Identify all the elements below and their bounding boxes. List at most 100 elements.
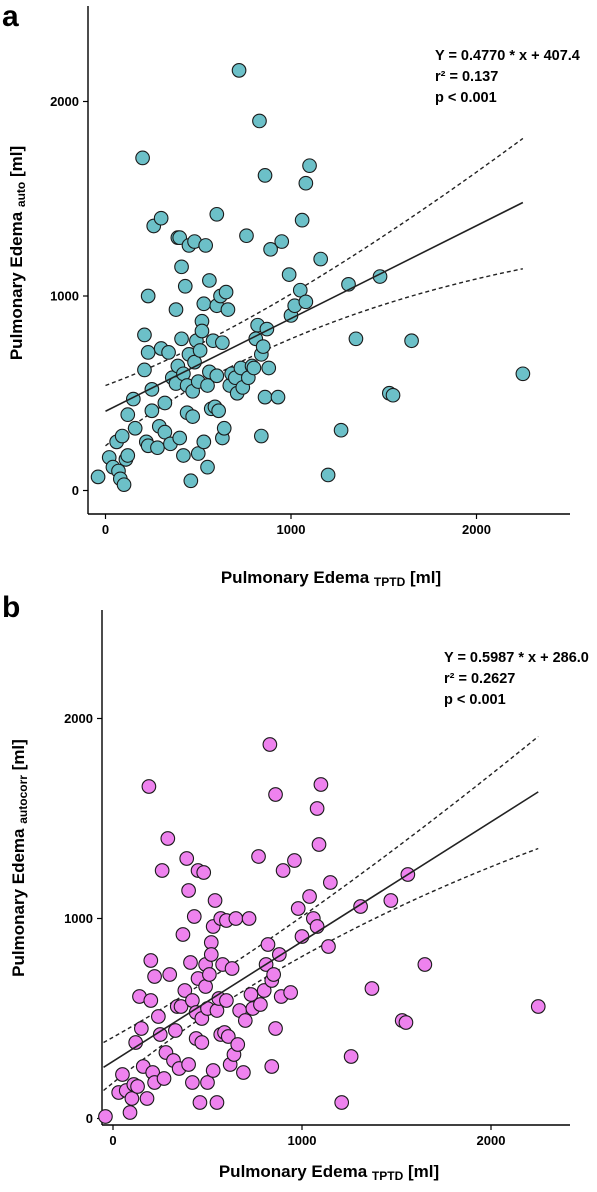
panel-a-x-axis-title: Pulmonary Edema TPTD [ml] — [221, 568, 441, 590]
regression-line — [106, 203, 523, 412]
data-point — [210, 1096, 224, 1110]
data-point — [303, 890, 317, 904]
data-point — [253, 114, 267, 128]
data-point — [193, 344, 207, 358]
data-point — [186, 1076, 200, 1090]
data-point — [138, 363, 152, 377]
data-point — [136, 151, 150, 165]
data-point — [322, 940, 336, 954]
data-point — [288, 854, 302, 868]
data-point — [275, 235, 289, 249]
y-tick-label: 2000 — [50, 94, 79, 109]
data-point — [144, 954, 158, 968]
panel-b-stats: Y = 0.5987 * x + 286.0 r² = 0.2627 p < 0… — [444, 650, 589, 708]
panel-a: a 0 1000 2000010002000 Y = 0.4770 * x + 40… — [2, 0, 580, 590]
data-point — [324, 876, 338, 890]
data-point — [187, 910, 201, 924]
data-point — [178, 279, 192, 293]
data-point — [182, 884, 196, 898]
x-tick-label: 2000 — [477, 1133, 506, 1148]
data-point — [258, 390, 272, 404]
data-point — [157, 1072, 171, 1086]
data-point — [195, 324, 209, 338]
data-point — [314, 252, 328, 266]
panel-a-regression — [106, 203, 523, 412]
data-point — [123, 1106, 137, 1120]
x-tick-label: 1000 — [277, 522, 306, 537]
data-point — [299, 176, 313, 190]
data-point — [141, 289, 155, 303]
data-point — [163, 968, 177, 982]
data-point — [193, 1096, 207, 1110]
x-tick-label: 0 — [102, 522, 109, 537]
panel-b-letter: b — [2, 591, 20, 624]
data-point — [221, 303, 235, 317]
data-point — [237, 1066, 251, 1080]
data-point — [121, 449, 135, 463]
data-point — [247, 361, 261, 375]
panel-a-letter: a — [2, 0, 19, 33]
data-point — [91, 470, 105, 484]
data-point — [291, 902, 305, 916]
data-point — [175, 332, 189, 346]
data-point — [271, 390, 285, 404]
data-point — [220, 994, 234, 1008]
data-point — [180, 852, 194, 866]
panel-b-y-axis-title: Pulmonary Edema autocorr [ml] — [9, 739, 31, 977]
data-point — [210, 369, 224, 383]
data-point — [399, 1016, 413, 1030]
data-point — [175, 260, 189, 274]
data-point — [365, 982, 379, 996]
data-point — [258, 169, 272, 183]
data-point — [144, 994, 158, 1008]
data-point — [121, 408, 135, 422]
data-point — [199, 239, 213, 253]
data-point — [116, 1068, 130, 1082]
data-point — [260, 322, 274, 336]
data-point — [321, 468, 335, 482]
data-point — [99, 1110, 113, 1124]
data-point — [217, 421, 231, 435]
data-point — [284, 986, 298, 1000]
data-point — [261, 938, 275, 952]
data-point — [216, 336, 230, 350]
data-point — [145, 404, 159, 418]
y-tick-label: 0 — [86, 1111, 93, 1126]
data-point — [152, 1010, 166, 1024]
panel-a-points — [91, 64, 529, 492]
data-point — [531, 1000, 545, 1014]
data-point — [516, 367, 530, 381]
data-point — [128, 421, 142, 435]
data-point — [177, 449, 191, 463]
data-point — [212, 404, 226, 418]
panel-b-r-squared: r² = 0.2627 — [444, 671, 515, 687]
data-point — [269, 788, 283, 802]
x-tick-label: 1000 — [288, 1133, 317, 1148]
data-point — [256, 340, 270, 354]
data-point — [197, 866, 211, 880]
data-point — [386, 388, 400, 402]
data-point — [276, 864, 290, 878]
y-tick-label: 2000 — [64, 711, 93, 726]
data-point — [349, 332, 363, 346]
panel-b: b 0 1000 2000010002000 Y = 0.5987 * x + 28… — [2, 591, 589, 1184]
data-point — [131, 1080, 145, 1094]
x-tick-label: 2000 — [462, 522, 491, 537]
data-point — [299, 295, 313, 309]
data-point — [312, 838, 326, 852]
y-tick-label: 1000 — [50, 289, 79, 304]
y-tick-label: 0 — [72, 483, 79, 498]
data-point — [252, 850, 266, 864]
data-point — [232, 64, 246, 78]
data-point — [201, 460, 215, 474]
data-point — [148, 970, 162, 984]
data-point — [263, 738, 277, 752]
data-point — [115, 429, 129, 443]
data-point — [303, 159, 317, 173]
data-point — [184, 956, 198, 970]
panel-a-r-squared: r² = 0.137 — [435, 69, 498, 85]
panel-b-p-value: p < 0.001 — [444, 692, 506, 708]
data-point — [176, 928, 190, 942]
data-point — [182, 1058, 196, 1072]
data-point — [169, 303, 183, 317]
